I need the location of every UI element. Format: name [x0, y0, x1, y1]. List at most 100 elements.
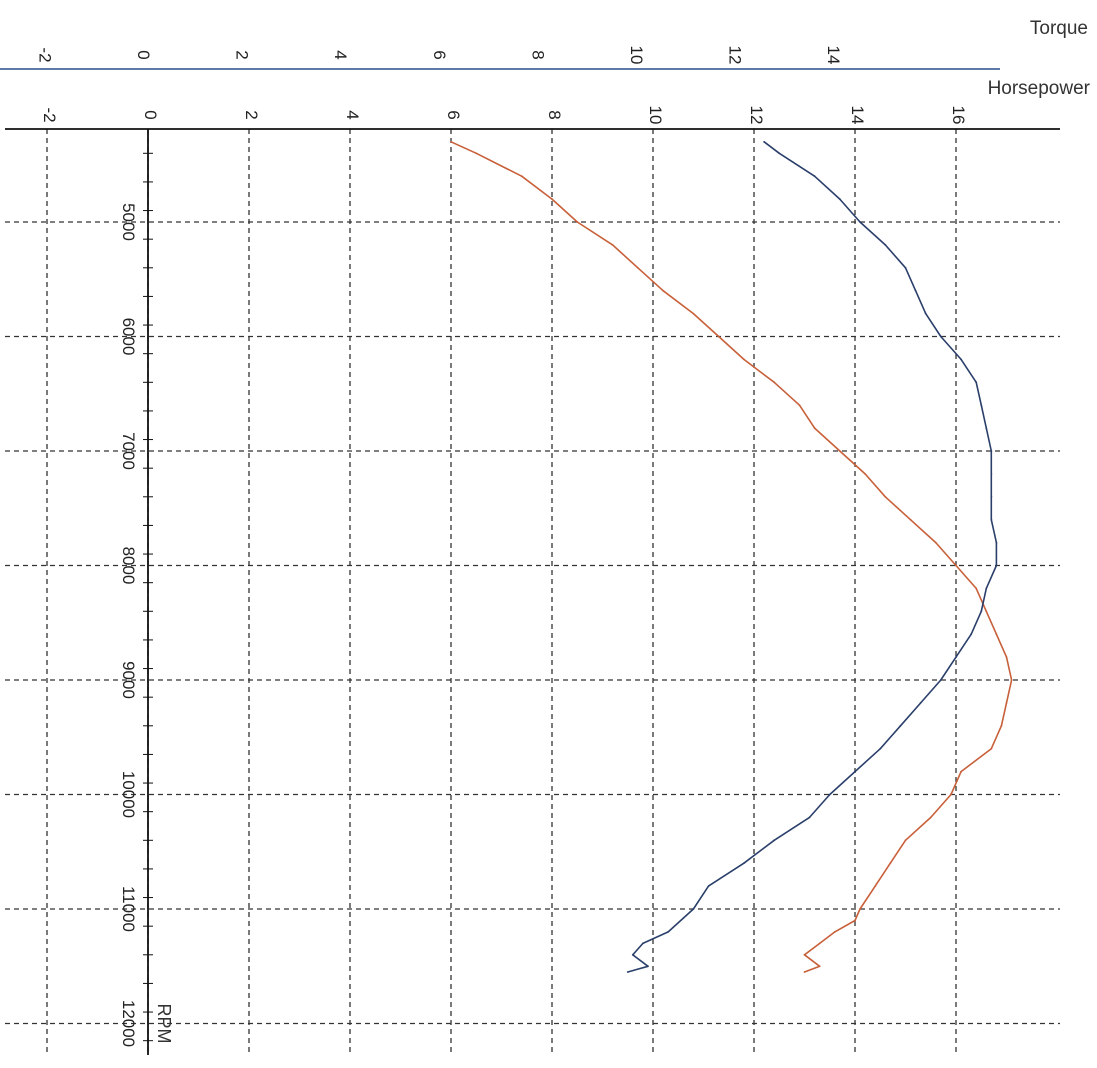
series-2-point	[692, 908, 695, 910]
rpm-tick-label: 11000	[119, 886, 138, 932]
series-1-point	[803, 953, 806, 956]
series-2-point	[995, 541, 998, 544]
series-1-point	[1000, 724, 1003, 727]
series-2-point	[813, 175, 816, 178]
series-1-point	[717, 335, 720, 338]
series-2-point	[899, 724, 902, 727]
series-2-point	[808, 816, 811, 819]
rpm-tick-label: 6000	[119, 318, 138, 356]
series-1-point	[874, 885, 877, 887]
horsepower-axis-title: Horsepower	[988, 78, 1091, 99]
series-2-point	[859, 221, 861, 223]
series-2-point	[778, 152, 781, 155]
series-2-point	[960, 358, 962, 361]
series-1-point	[1010, 679, 1013, 681]
series-2-point	[939, 679, 942, 681]
torque-tick-label: 8	[528, 50, 547, 59]
series-1-point	[934, 541, 937, 544]
rpm-axis-title: RPM	[154, 1004, 174, 1044]
series-2-point	[914, 289, 917, 292]
series-1-point	[520, 175, 523, 178]
torque-tick-label: 14	[824, 46, 843, 65]
series-1-point	[743, 358, 745, 361]
torque-tick-label: 2	[233, 50, 252, 59]
series-2-point	[955, 656, 957, 658]
series-1-point	[864, 473, 866, 475]
torque-tick-label: 4	[331, 50, 350, 59]
series-2-point	[707, 885, 710, 887]
horsepower-tick-label: 6	[444, 110, 463, 119]
series-2-point	[642, 942, 644, 945]
horsepower-tick-label: 8	[545, 110, 564, 119]
series-2-point	[667, 931, 670, 933]
torque-tick-label: -2	[35, 47, 54, 62]
rpm-tick-label: 7000	[119, 432, 138, 470]
series-2-point	[626, 971, 629, 973]
series-1-point	[975, 587, 978, 590]
torque-tick-label: 12	[726, 46, 745, 65]
series-1-point	[904, 839, 907, 842]
series-1-point	[692, 312, 695, 315]
horsepower-tick-label: 12	[747, 106, 766, 125]
series-1-point	[838, 450, 841, 452]
horsepower-tick-label: 14	[848, 106, 867, 125]
series-2-point	[743, 862, 745, 865]
series-1-point	[551, 198, 553, 201]
series-1-point	[833, 931, 836, 933]
horsepower-tick-label: 4	[343, 110, 362, 119]
horsepower-tick-label: 10	[646, 106, 665, 125]
series-1-point	[662, 289, 664, 292]
series-1-point	[929, 816, 932, 819]
series-1-point	[475, 152, 478, 155]
rpm-tick-label: 5000	[119, 203, 138, 241]
torque-tick-label: 10	[627, 46, 646, 65]
torque-tick-label: 0	[134, 50, 153, 59]
horsepower-tick-label: 0	[141, 110, 160, 119]
series-1-point	[995, 633, 998, 636]
series-1-point	[611, 244, 614, 246]
series-2-point	[647, 965, 649, 968]
series-2-point	[980, 404, 983, 407]
series-2-point	[838, 198, 841, 201]
series-1-point	[813, 427, 816, 429]
series-1-point	[1005, 702, 1008, 704]
series-1-point	[960, 770, 962, 773]
series-2-point	[990, 450, 993, 452]
torque-axis-title: Torque	[1030, 18, 1088, 39]
series-2-point	[980, 610, 983, 613]
series-2-point	[995, 564, 998, 567]
series-1-point	[854, 919, 856, 922]
series-line-2	[627, 141, 998, 973]
rpm-tick-label: 9000	[119, 661, 138, 699]
series-2-point	[773, 839, 776, 842]
horsepower-tick-label: 2	[242, 110, 261, 119]
horsepower-tick-label: -2	[40, 107, 59, 122]
series-1-point	[950, 793, 952, 796]
series-1-point	[636, 266, 639, 269]
series-1-point	[859, 908, 861, 910]
rpm-tick-label: 8000	[119, 547, 138, 585]
rpm-tick-label: 10000	[119, 771, 138, 818]
series-line-1	[450, 141, 1013, 973]
series-1-point	[889, 862, 892, 865]
series-1-point	[884, 495, 887, 498]
series-2-point	[975, 381, 978, 384]
series-1-point	[818, 965, 821, 968]
series-1-point	[803, 971, 806, 973]
series-2-point	[985, 587, 988, 590]
series-2-point	[990, 518, 993, 521]
series-1-point	[798, 404, 801, 407]
series-1-point	[909, 518, 912, 521]
series-1-point	[773, 381, 776, 384]
rpm-tick-label: 12000	[119, 1000, 138, 1047]
series-1-point	[818, 942, 821, 945]
series-2-point	[904, 266, 907, 269]
series-2-point	[939, 335, 942, 338]
horsepower-tick-label: 16	[949, 106, 968, 125]
series-2-point	[990, 495, 993, 498]
series-2-point	[884, 244, 887, 246]
series-1-point	[985, 610, 988, 613]
series-2-point	[970, 633, 973, 636]
